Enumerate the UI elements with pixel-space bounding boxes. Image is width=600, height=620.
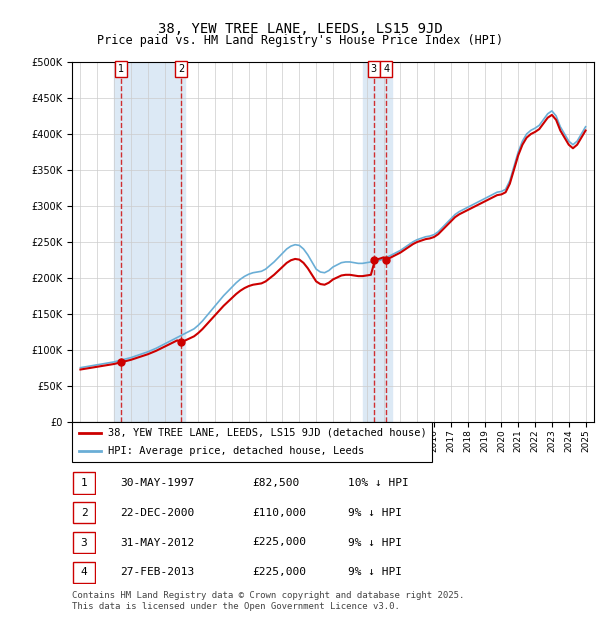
FancyBboxPatch shape — [73, 562, 95, 583]
Text: Contains HM Land Registry data © Crown copyright and database right 2025.
This d: Contains HM Land Registry data © Crown c… — [72, 591, 464, 611]
Text: 1: 1 — [118, 64, 124, 74]
Text: 4: 4 — [383, 64, 389, 74]
Text: 38, YEW TREE LANE, LEEDS, LS15 9JD: 38, YEW TREE LANE, LEEDS, LS15 9JD — [158, 22, 442, 36]
FancyBboxPatch shape — [73, 502, 95, 523]
Text: 9% ↓ HPI: 9% ↓ HPI — [348, 567, 402, 577]
Text: 38, YEW TREE LANE, LEEDS, LS15 9JD (detached house): 38, YEW TREE LANE, LEEDS, LS15 9JD (deta… — [108, 428, 427, 438]
FancyBboxPatch shape — [73, 532, 95, 553]
Bar — [364, 62, 392, 422]
Text: 27-FEB-2013: 27-FEB-2013 — [120, 567, 194, 577]
Text: 2: 2 — [178, 64, 184, 74]
Text: 1: 1 — [80, 478, 88, 488]
Text: 22-DEC-2000: 22-DEC-2000 — [120, 508, 194, 518]
FancyBboxPatch shape — [73, 472, 95, 494]
Text: £82,500: £82,500 — [252, 478, 299, 488]
Text: Price paid vs. HM Land Registry's House Price Index (HPI): Price paid vs. HM Land Registry's House … — [97, 34, 503, 47]
Text: 31-MAY-2012: 31-MAY-2012 — [120, 538, 194, 547]
Text: 3: 3 — [80, 538, 88, 547]
Text: 9% ↓ HPI: 9% ↓ HPI — [348, 538, 402, 547]
Text: 9% ↓ HPI: 9% ↓ HPI — [348, 508, 402, 518]
Bar — [114, 62, 185, 422]
Text: 30-MAY-1997: 30-MAY-1997 — [120, 478, 194, 488]
Text: £225,000: £225,000 — [252, 538, 306, 547]
Text: £225,000: £225,000 — [252, 567, 306, 577]
FancyBboxPatch shape — [72, 422, 432, 462]
Text: 4: 4 — [80, 567, 88, 577]
Text: 3: 3 — [371, 64, 377, 74]
Text: £110,000: £110,000 — [252, 508, 306, 518]
Text: 2: 2 — [80, 508, 88, 518]
Text: HPI: Average price, detached house, Leeds: HPI: Average price, detached house, Leed… — [108, 446, 364, 456]
Text: 10% ↓ HPI: 10% ↓ HPI — [348, 478, 409, 488]
